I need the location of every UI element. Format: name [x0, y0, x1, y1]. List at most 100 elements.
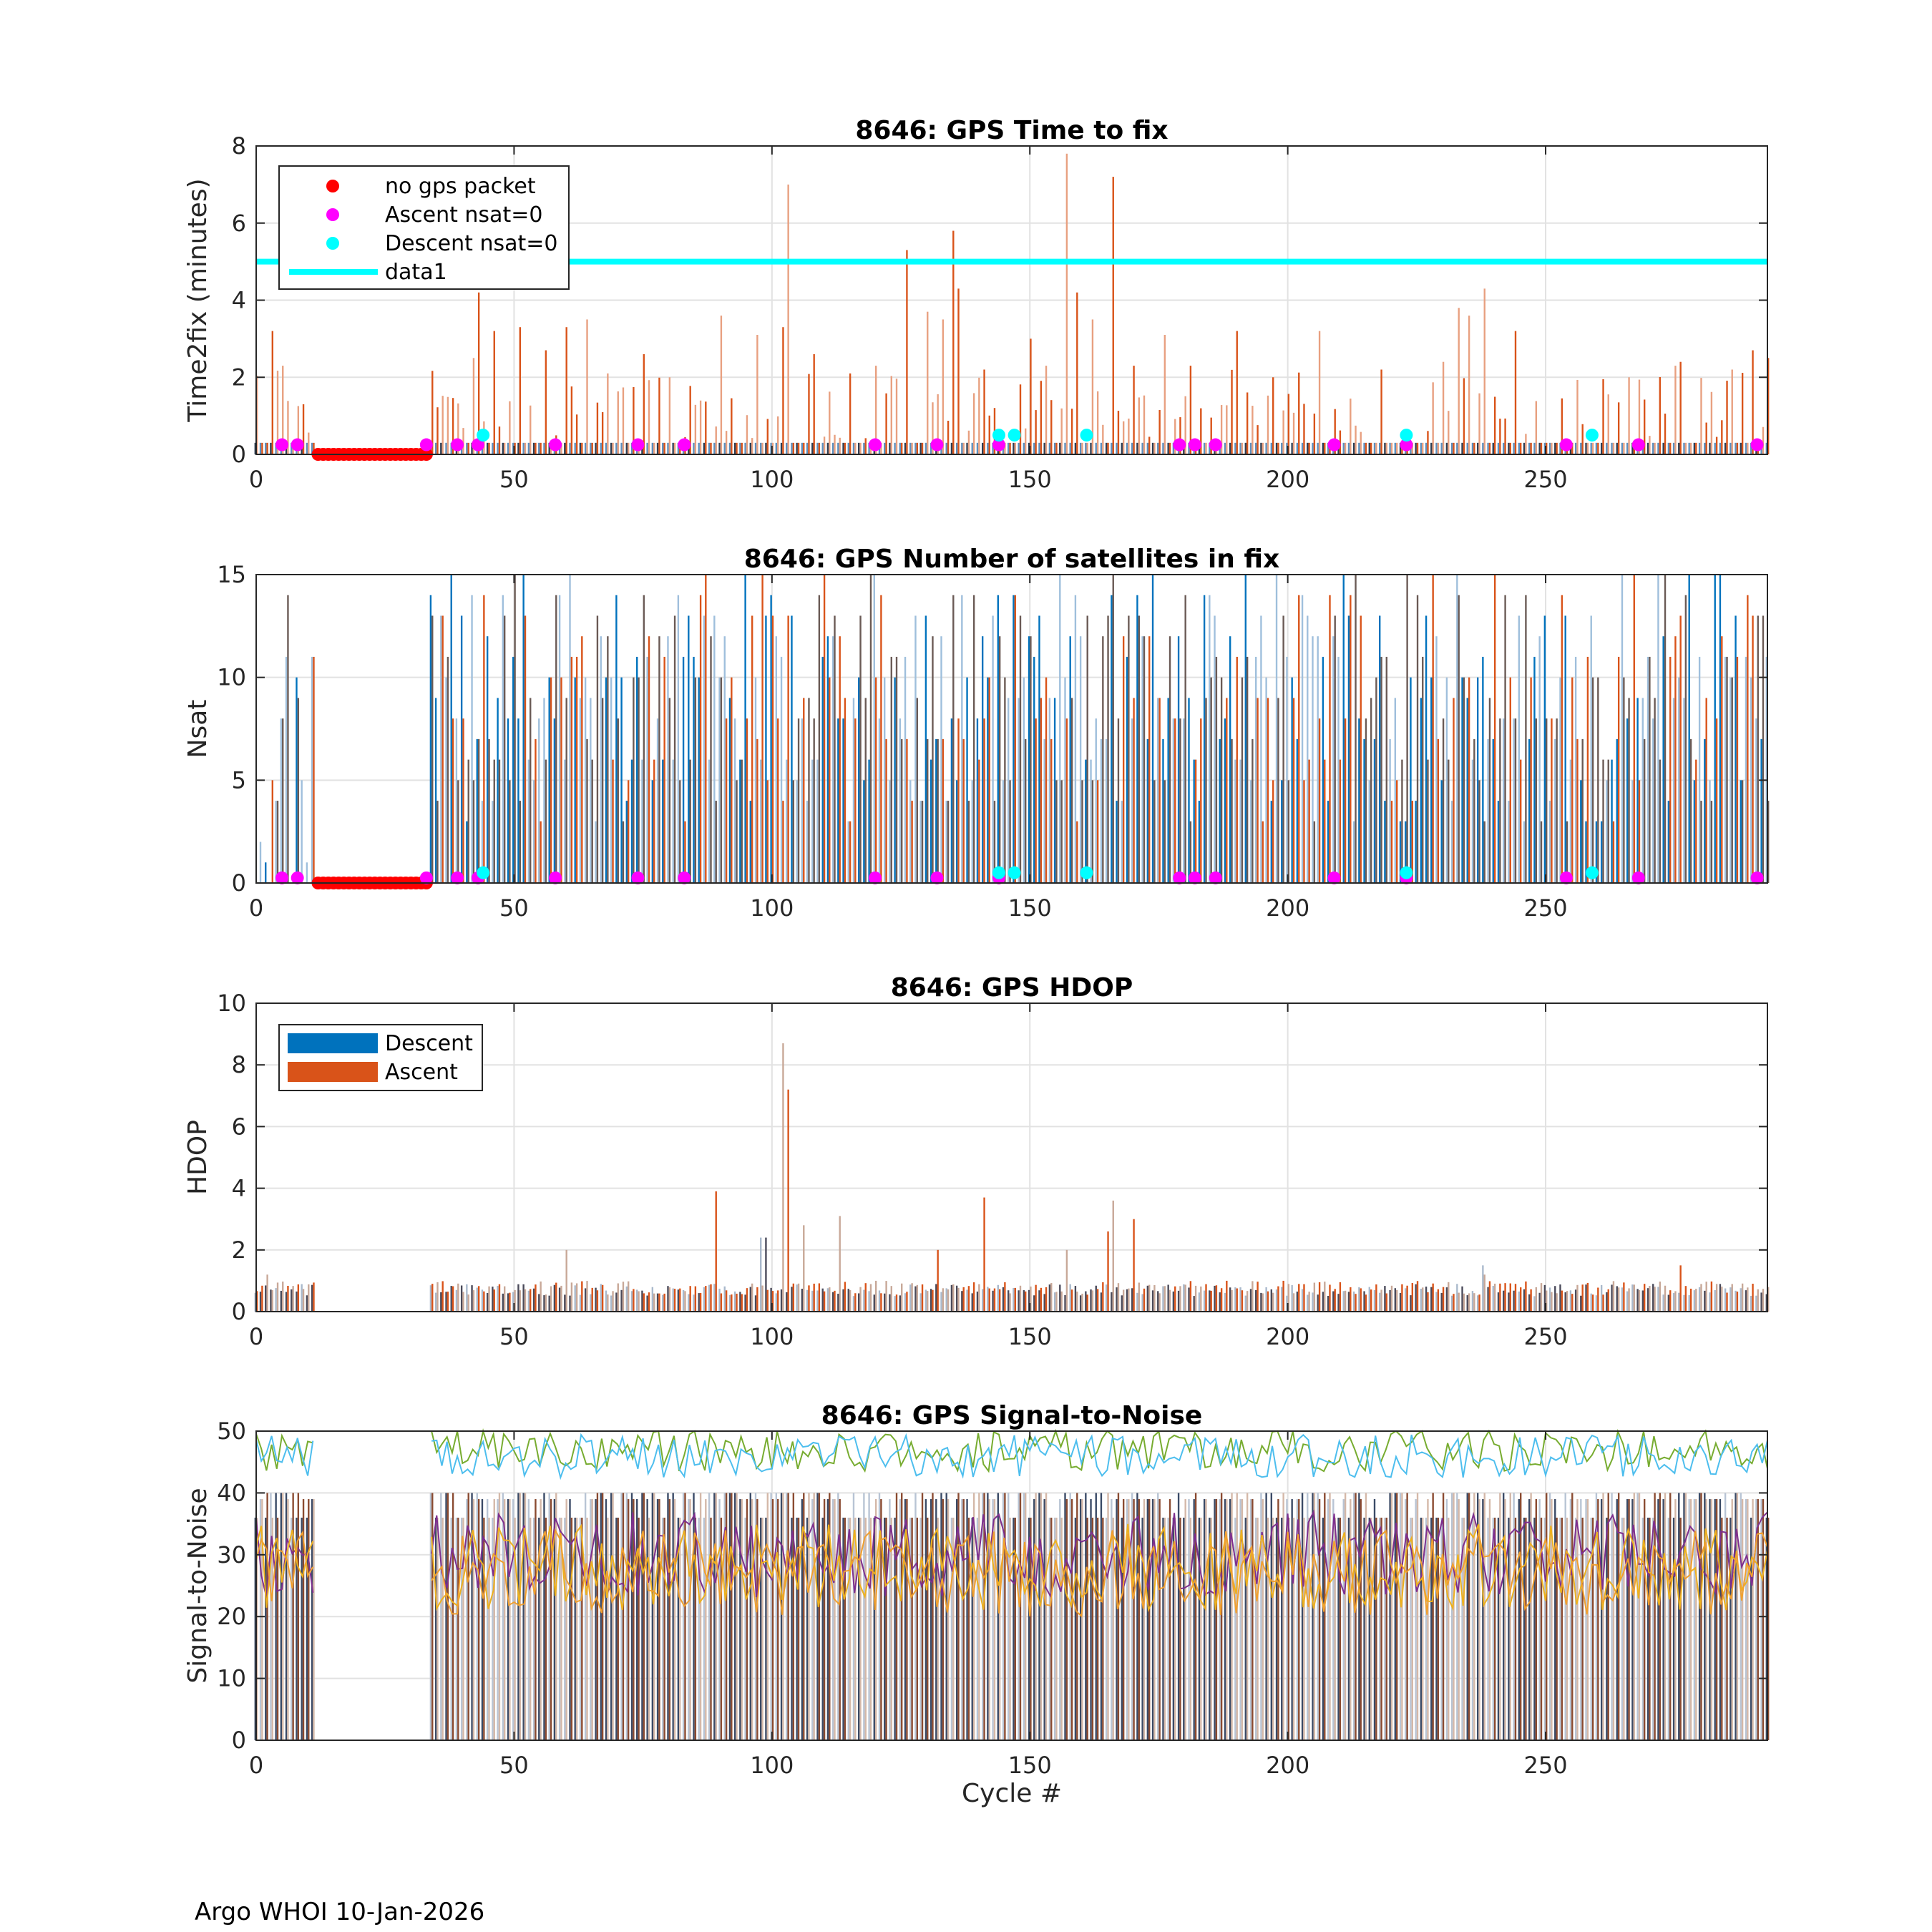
- axes-box: [255, 1002, 1768, 1312]
- ascent-bar: [849, 1290, 852, 1312]
- y-tick-label: 8: [232, 1051, 246, 1078]
- ascent-nsat0-marker: [631, 871, 645, 884]
- snr-bar-descent: [971, 1517, 973, 1740]
- ascent-bar: [1055, 442, 1058, 454]
- descent-bar: [497, 698, 499, 883]
- ascent-bar: [813, 1283, 815, 1312]
- descent-bar: [1714, 575, 1716, 883]
- ascent-bar: [818, 442, 821, 454]
- snr-bar-descent: [1363, 1517, 1365, 1740]
- snr-bar-ascent: [1638, 1493, 1641, 1740]
- ascent-bar: [1674, 366, 1677, 454]
- ascent-bar: [436, 407, 439, 454]
- descent-bar: [532, 780, 535, 883]
- descent-bar: [1116, 1287, 1118, 1312]
- snr-bar-ascent: [1107, 1493, 1109, 1740]
- snr-bar-ascent: [844, 1517, 847, 1740]
- snr-bar-descent: [1342, 1499, 1345, 1740]
- descent-bar: [280, 1290, 283, 1312]
- descent-bar: [847, 442, 849, 454]
- snr-bar-ascent: [1416, 1493, 1419, 1740]
- descent-bar: [708, 442, 711, 454]
- descent-bar: [481, 801, 484, 883]
- ascent-bar: [1695, 759, 1697, 883]
- ascent-bar: [705, 401, 707, 454]
- ascent-bar: [823, 1291, 826, 1312]
- ascent-bar: [1163, 334, 1166, 454]
- descent-bar: [1735, 442, 1737, 454]
- snr-bar-descent: [460, 1517, 463, 1740]
- ascent-bar: [555, 595, 557, 883]
- snr-bar-ascent: [1226, 1499, 1228, 1740]
- snr-bar-descent: [1038, 1493, 1040, 1740]
- descent-bar: [254, 1292, 256, 1312]
- ascent-bar: [777, 718, 779, 883]
- descent-bar: [1450, 1295, 1453, 1312]
- snr-bar-descent: [1059, 1499, 1061, 1740]
- snr-bar-descent: [1307, 1493, 1309, 1740]
- ascent-bar: [1267, 395, 1269, 454]
- ascent-bar: [1628, 1288, 1630, 1312]
- snr-bar-ascent: [725, 1493, 728, 1740]
- x-tick-label: 250: [1524, 466, 1568, 493]
- descent-bar: [558, 1287, 561, 1312]
- ascent-bar: [1649, 436, 1651, 454]
- ascent-bar: [1081, 1293, 1083, 1312]
- snr-bar-ascent: [983, 1493, 985, 1740]
- snr-bar-descent: [1487, 1517, 1489, 1740]
- descent-bar: [1234, 1287, 1236, 1312]
- descent-bar: [733, 442, 736, 454]
- descent-bar: [1471, 442, 1474, 454]
- snr-bar-descent: [1286, 1499, 1288, 1740]
- snr-bar-ascent: [1401, 1493, 1403, 1740]
- ascent-bar: [627, 442, 630, 454]
- snr-bar-descent: [1585, 1499, 1587, 1740]
- descent-bar: [1121, 801, 1123, 883]
- snr-bar-descent: [1471, 1517, 1474, 1740]
- descent-bar: [1033, 442, 1035, 454]
- snr-bar-descent: [296, 1517, 298, 1740]
- descent-bar: [1183, 1284, 1185, 1312]
- descent-bar: [718, 677, 721, 883]
- ascent-bar: [535, 1284, 537, 1312]
- ascent-nsat0-marker: [631, 438, 645, 452]
- snr-bar-descent: [1755, 1499, 1757, 1740]
- ascent-bar: [1070, 1289, 1073, 1312]
- descent-bar: [1105, 1284, 1108, 1312]
- ascent-bar: [261, 442, 263, 454]
- ascent-bar: [462, 1292, 464, 1312]
- ascent-bar: [535, 738, 537, 883]
- ascent-bar: [1473, 1293, 1475, 1312]
- ascent-bar: [565, 327, 567, 454]
- snr-bar-ascent: [885, 1517, 887, 1740]
- descent-bar: [1574, 656, 1577, 883]
- snr-bar-ascent: [266, 1493, 268, 1740]
- ascent-nsat0-marker: [549, 871, 562, 884]
- descent-bar: [1151, 1290, 1154, 1312]
- ascent-bar: [488, 738, 490, 883]
- ascent-bar: [792, 442, 795, 454]
- descent-bar: [1111, 1292, 1113, 1312]
- ascent-bar: [756, 1287, 758, 1312]
- descent-bar: [481, 1289, 484, 1312]
- ascent-bar: [565, 698, 567, 883]
- snr-bar-descent: [636, 1499, 638, 1740]
- descent-bar: [878, 718, 881, 883]
- snr-bar-ascent: [1267, 1517, 1269, 1740]
- ascent-bar: [1194, 759, 1197, 883]
- snr-bar-ascent: [1138, 1499, 1140, 1740]
- snr-bar-ascent: [287, 1499, 289, 1740]
- ascent-bar: [1086, 615, 1088, 883]
- descent-bar: [1327, 801, 1330, 883]
- snr-bar-ascent: [1102, 1517, 1104, 1740]
- ascent-bar: [1030, 636, 1032, 883]
- ascent-bar: [1684, 1286, 1687, 1312]
- descent-bar: [1043, 1294, 1045, 1312]
- snr-bar-descent: [765, 1517, 767, 1740]
- snr-bar-ascent: [1174, 1517, 1176, 1740]
- ascent-bar: [1375, 442, 1377, 454]
- descent-bar: [1523, 1289, 1526, 1312]
- y-tick-label: 4: [232, 287, 246, 314]
- snr-bar-descent: [1069, 1493, 1071, 1740]
- descent-bar: [770, 1287, 772, 1312]
